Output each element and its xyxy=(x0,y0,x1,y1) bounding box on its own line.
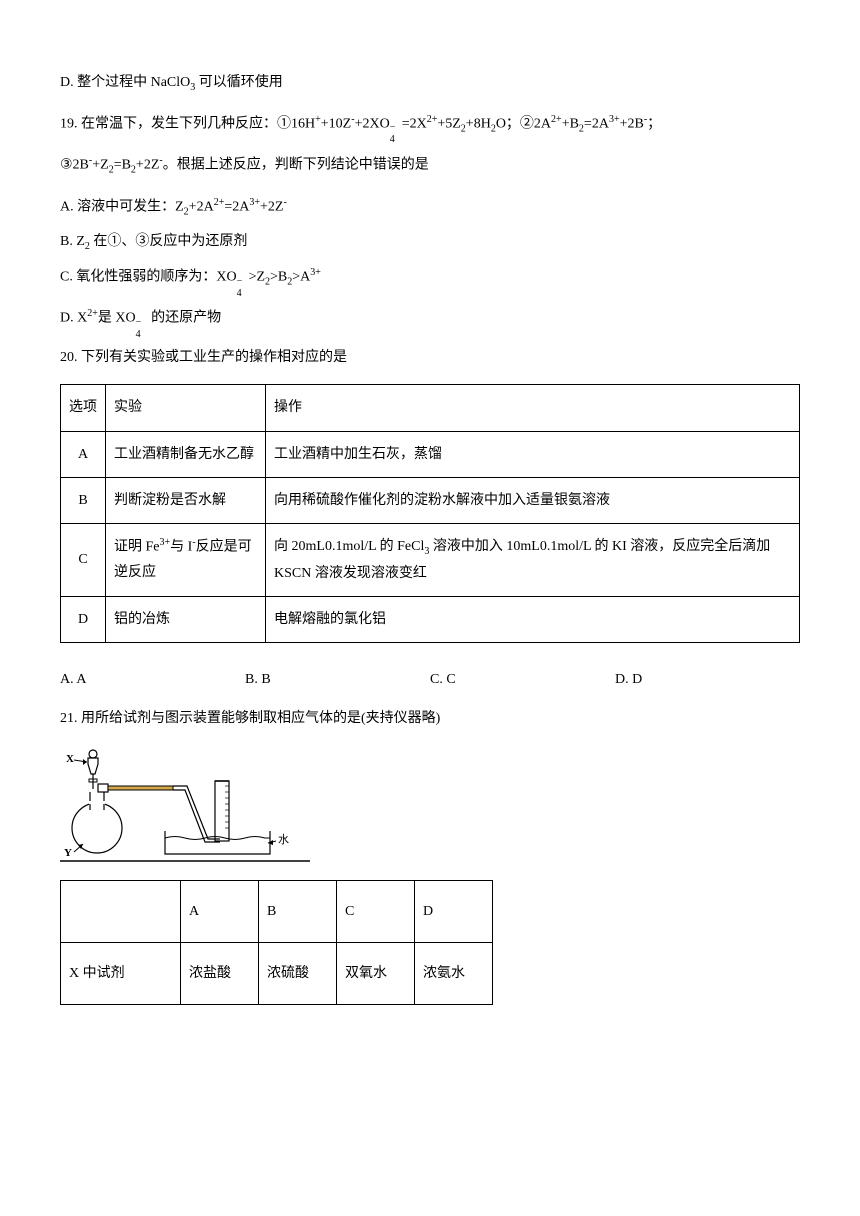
t2-h2: B xyxy=(259,880,337,942)
t1-row-c-exp: 证明 Fe3+与 I-反应是可逆反应 xyxy=(106,524,266,597)
t1-row-b-exp: 判断淀粉是否水解 xyxy=(106,477,266,523)
t1-row-c-opt: C xyxy=(61,524,106,597)
q21-stem: 21. 用所给试剂与图示装置能够制取相应气体的是(夹持仪器略) xyxy=(60,706,800,731)
svg-text:X: X xyxy=(66,753,74,765)
svg-text:水: 水 xyxy=(278,833,289,846)
q19-option-b: B. Z2 在①、③反应中为还原剂 xyxy=(60,229,800,256)
t1-row-b-op: 向用稀硫酸作催化剂的淀粉水解液中加入适量银氨溶液 xyxy=(266,477,800,523)
q20-stem: 20. 下列有关实验或工业生产的操作相对应的是 xyxy=(60,345,800,370)
t2-h1: A xyxy=(181,880,259,942)
t2-h3: C xyxy=(337,880,415,942)
q20-choice-a: A. A xyxy=(60,667,245,692)
t1-row-d-op: 电解熔融的氯化铝 xyxy=(266,596,800,642)
t1-header-option: 选项 xyxy=(61,385,106,431)
t1-row-a-opt: A xyxy=(61,431,106,477)
q20-choices: A. A B. B C. C D. D xyxy=(60,667,800,692)
t2-r0: X 中试剂 xyxy=(61,942,181,1004)
t1-row-d-exp: 铝的冶炼 xyxy=(106,596,266,642)
q19-option-d: D. X2+是 XO−4 的还原产物 xyxy=(60,305,800,331)
t1-row-b-opt: B xyxy=(61,477,106,523)
q20-choice-d: D. D xyxy=(615,667,800,692)
svg-text:Y: Y xyxy=(64,847,72,859)
t1-row-a-op: 工业酒精中加生石灰，蒸馏 xyxy=(266,431,800,477)
t1-row-c-op: 向 20mL0.1mol/L 的 FeCl3 溶液中加入 10mL0.1mol/… xyxy=(266,524,800,597)
q19-option-a: A. 溶液中可发生：Z2+2A2+=2A3++2Z- xyxy=(60,194,800,221)
t2-h0 xyxy=(61,880,181,942)
t2-r3: 双氧水 xyxy=(337,942,415,1004)
t2-r1: 浓盐酸 xyxy=(181,942,259,1004)
q19-option-c: C. 氧化性强弱的顺序为：XO−4>Z2>B2>A3+ xyxy=(60,264,800,291)
t2-h4: D xyxy=(415,880,493,942)
q20-choice-b: B. B xyxy=(245,667,430,692)
t2-r2: 浓硫酸 xyxy=(259,942,337,1004)
t1-row-d-opt: D xyxy=(61,596,106,642)
q20-choice-c: C. C xyxy=(430,667,615,692)
t1-row-a-exp: 工业酒精制备无水乙醇 xyxy=(106,431,266,477)
q19-stem-line2: ③2B-+Z2=B2+2Z-。根据上述反应，判断下列结论中错误的是 xyxy=(60,152,800,179)
apparatus-diagram: X Y 水 xyxy=(60,746,800,876)
q19-stem-line1: 19. 在常温下，发生下列几种反应：①16H++10Z-+2XO−4=2X2++… xyxy=(60,111,800,138)
t1-header-experiment: 实验 xyxy=(106,385,266,431)
q21-table: A B C D X 中试剂 浓盐酸 浓硫酸 双氧水 浓氨水 xyxy=(60,880,493,1005)
t1-header-operation: 操作 xyxy=(266,385,800,431)
t2-r4: 浓氨水 xyxy=(415,942,493,1004)
q18-option-d: D. 整个过程中 NaClO3 可以循环使用 xyxy=(60,70,800,97)
q20-table: 选项 实验 操作 A 工业酒精制备无水乙醇 工业酒精中加生石灰，蒸馏 B 判断淀… xyxy=(60,384,800,643)
